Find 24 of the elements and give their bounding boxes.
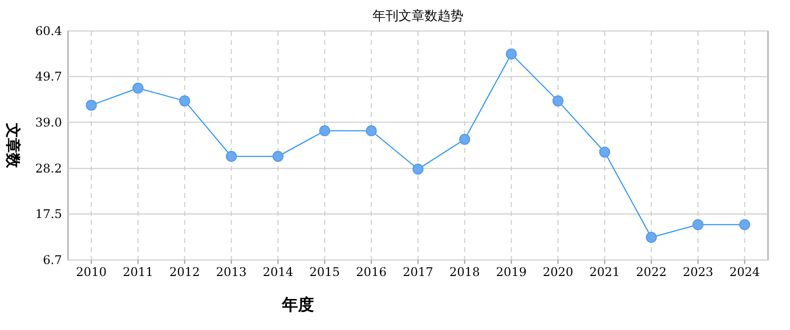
- x-tick-label: 2015: [309, 265, 340, 279]
- x-tick-label: 2010: [76, 265, 107, 279]
- x-tick-label: 2018: [449, 265, 480, 279]
- x-tick-label: 2024: [729, 265, 760, 279]
- x-tick-label: 2014: [262, 265, 294, 279]
- x-tick-label: 2017: [402, 265, 434, 279]
- x-tick-label: 2020: [542, 265, 574, 279]
- x-tick-label: 2011: [122, 265, 154, 279]
- y-tick-label: 17.5: [35, 206, 62, 221]
- x-tick-label: 2021: [589, 265, 620, 279]
- x-tick-label: 2016: [356, 265, 387, 279]
- chart-title: 年刊文章数趋势: [372, 9, 464, 24]
- y-tick-label: 28.2: [35, 161, 62, 176]
- y-tick-label: 49.7: [35, 70, 62, 84]
- x-tick-label: 2012: [169, 265, 200, 279]
- y-tick-label: 39.0: [35, 115, 62, 130]
- y-axis-title: 文章数: [4, 122, 22, 169]
- y-tick-label: 6.7: [42, 253, 62, 267]
- x-tick-label: 2023: [682, 265, 714, 279]
- y-tick-label: 60.4: [35, 24, 62, 38]
- x-tick-label: 2022: [636, 265, 667, 279]
- x-axis-title: 年度: [281, 295, 314, 314]
- x-tick-label: 2013: [216, 265, 247, 279]
- x-tick-label: 2019: [496, 265, 527, 279]
